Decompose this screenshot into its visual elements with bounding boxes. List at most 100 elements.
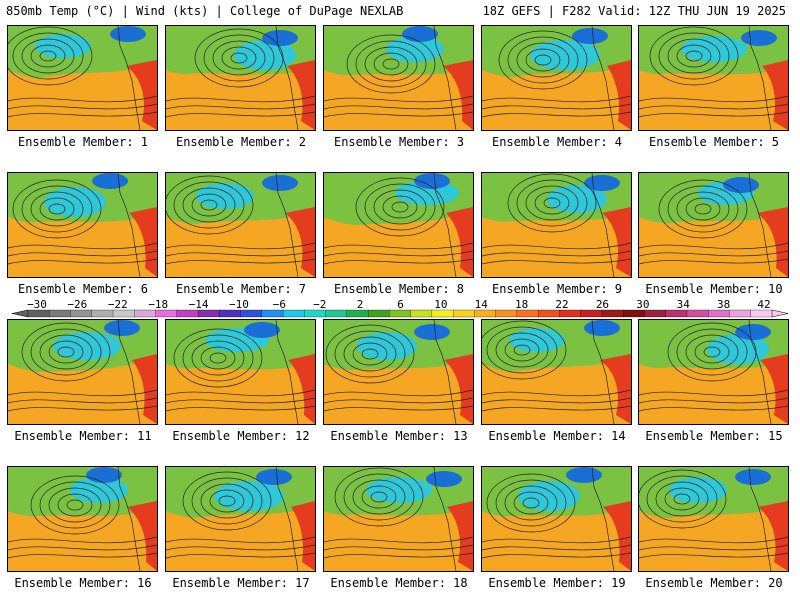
colorbar-swatch (708, 309, 730, 318)
colorbar-swatch (474, 309, 497, 318)
colorbar-swatch (452, 309, 475, 318)
ensemble-member-label: Ensemble Member: 15 (645, 429, 783, 443)
ensemble-member-label: Ensemble Member: 13 (330, 429, 468, 443)
ensemble-member-label: Ensemble Member: 10 (645, 282, 783, 296)
temperature-map (166, 26, 315, 130)
colorbar-swatch (686, 309, 709, 318)
colorbar-swatch (750, 309, 773, 318)
colorbar-swatch (155, 309, 178, 318)
colorbar-swatch (219, 309, 242, 318)
colorbar-swatch (580, 309, 603, 318)
colorbar-tick-label: −10 (229, 298, 249, 311)
ensemble-map-panel (481, 319, 632, 425)
colorbar-swatch (134, 309, 156, 318)
colorbar-swatch (325, 309, 348, 318)
ensemble-map-panel (481, 466, 632, 572)
temperature-map (639, 26, 788, 130)
colorbar-swatch (304, 309, 327, 318)
ensemble-member-label: Ensemble Member: 9 (491, 282, 623, 296)
colorbar-tick-label: −22 (107, 298, 128, 311)
colorbar-tick-label: 22 (555, 298, 569, 311)
ensemble-map-panel (638, 25, 789, 131)
temperature-map (166, 467, 315, 571)
colorbar-swatch (538, 309, 560, 318)
temperature-map (324, 173, 473, 277)
temperature-map (324, 467, 473, 571)
colorbar-tick-label: 30 (636, 298, 650, 311)
ensemble-map-panel (323, 466, 474, 572)
ensemble-member-label: Ensemble Member: 6 (17, 282, 149, 296)
colorbar-swatch (410, 309, 433, 318)
temperature-map (639, 173, 788, 277)
colorbar-tick-label: 38 (716, 298, 731, 311)
temperature-map (8, 173, 157, 277)
temperature-map (8, 320, 157, 424)
colorbar-swatch (623, 309, 645, 318)
colorbar-tick-label: −30 (27, 298, 47, 311)
colorbar-swatch (91, 309, 114, 318)
ensemble-map-panel (323, 319, 474, 425)
colorbar-tick-label: 18 (515, 298, 529, 311)
colorbar-swatch (197, 309, 220, 318)
temperature-map (324, 26, 473, 130)
colorbar-swatch (644, 309, 667, 318)
temperature-map (482, 320, 631, 424)
ensemble-member-label: Ensemble Member: 3 (333, 135, 465, 149)
colorbar-swatch (495, 309, 518, 318)
ensemble-member-label: Ensemble Member: 18 (330, 576, 468, 590)
colorbar-tick-label: −2 (313, 298, 327, 311)
ensemble-map-panel (7, 319, 158, 425)
temperature-map (482, 173, 631, 277)
colorbar-swatch (389, 309, 412, 318)
temperature-colorbar (11, 309, 789, 318)
ensemble-map-panel (323, 25, 474, 131)
colorbar-swatch (559, 309, 582, 318)
ensemble-map-panel (165, 25, 316, 131)
ensemble-map-panel (165, 319, 316, 425)
ensemble-member-label: Ensemble Member: 16 (14, 576, 152, 590)
colorbar-swatch (176, 309, 199, 318)
ensemble-map-panel (7, 466, 158, 572)
colorbar-tick-label: −26 (67, 298, 88, 311)
page-title: 850mb Temp (°C) | Wind (kts) | College o… (6, 4, 404, 18)
ensemble-map-panel (7, 172, 158, 278)
ensemble-map-panel (7, 25, 158, 131)
colorbar-swatch (367, 309, 390, 318)
ensemble-member-label: Ensemble Member: 12 (172, 429, 310, 443)
ensemble-member-label: Ensemble Member: 4 (491, 135, 623, 149)
ensemble-member-label: Ensemble Member: 19 (488, 576, 626, 590)
colorbar-swatch (516, 309, 539, 318)
ensemble-map-panel (165, 466, 316, 572)
colorbar-swatch (282, 309, 305, 318)
ensemble-map-panel (481, 25, 632, 131)
ensemble-member-label: Ensemble Member: 1 (17, 135, 149, 149)
colorbar-tick-label: −18 (148, 298, 169, 311)
ensemble-member-label: Ensemble Member: 5 (648, 135, 780, 149)
ensemble-map-panel (638, 466, 789, 572)
temperature-map (8, 467, 157, 571)
colorbar-tick-label: 42 (757, 298, 771, 311)
colorbar-tick-label: 6 (397, 298, 404, 311)
colorbar-swatch (27, 309, 50, 318)
ensemble-map-panel (481, 172, 632, 278)
temperature-map (482, 26, 631, 130)
ensemble-map-panel (638, 319, 789, 425)
temperature-map (8, 26, 157, 130)
colorbar-tick-label: 14 (474, 298, 488, 311)
ensemble-map-panel (323, 172, 474, 278)
colorbar-tick-label: 2 (356, 298, 364, 311)
colorbar-swatch (729, 309, 752, 318)
colorbar-swatch (601, 309, 624, 318)
ensemble-member-label: Ensemble Member: 11 (14, 429, 152, 443)
colorbar-tick-label: −14 (188, 298, 209, 311)
ensemble-member-label: Ensemble Member: 7 (175, 282, 307, 296)
colorbar-swatch (261, 309, 284, 318)
colorbar-swatch (70, 309, 93, 318)
colorbar-swatch (665, 309, 688, 318)
temperature-map (324, 320, 473, 424)
temperature-map (166, 173, 315, 277)
ensemble-member-label: Ensemble Member: 17 (172, 576, 310, 590)
colorbar-swatch (112, 309, 135, 318)
colorbar-tick-label: 34 (676, 298, 690, 311)
colorbar-tick-label: 10 (434, 298, 448, 311)
